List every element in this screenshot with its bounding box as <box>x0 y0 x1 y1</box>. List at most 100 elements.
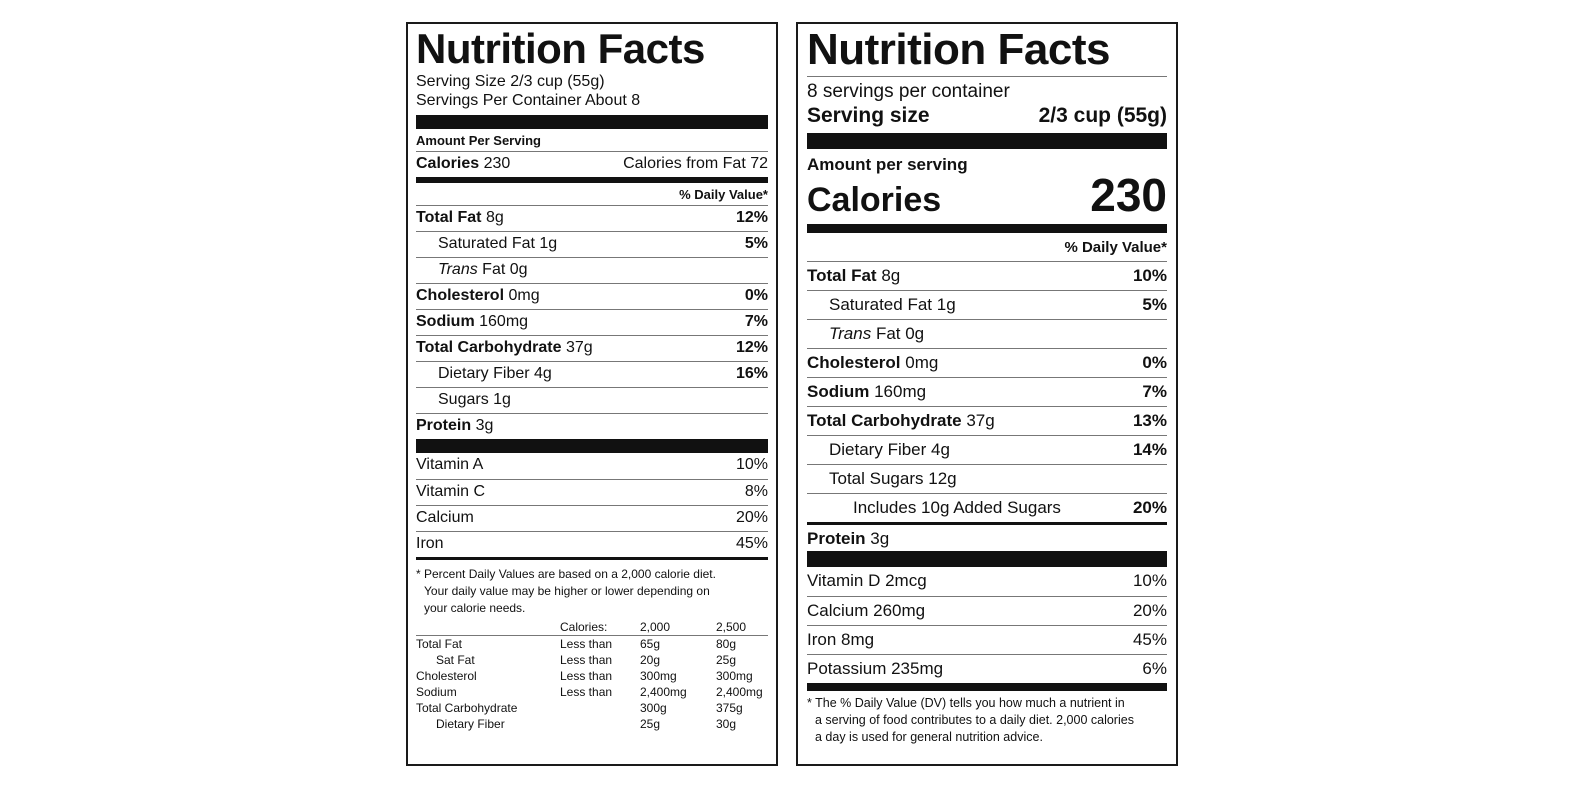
table-row: Sodium Less than 2,400mg 2,400mg <box>416 684 768 700</box>
new-nutrition-label: Nutrition Facts 8 servings per container… <box>796 22 1178 766</box>
vitamin-dv: 45% <box>735 535 768 552</box>
footnote: * The % Daily Value (DV) tells you how m… <box>807 695 1167 746</box>
thin-divider <box>807 76 1167 77</box>
nutrient-dv: 12% <box>735 209 768 226</box>
calories-label: Calories <box>807 181 942 219</box>
nutrient-amount: 0mg <box>905 353 939 372</box>
table-cell <box>416 619 560 636</box>
footnote-line: * Percent Daily Values are based on a 2,… <box>416 567 716 581</box>
vitamin-dv: 6% <box>1142 659 1167 678</box>
nutrient-dv: 0% <box>744 287 768 304</box>
nutrient-name: Saturated Fat <box>829 295 933 314</box>
table-row: Cholesterol Less than 300mg 300mg <box>416 668 768 684</box>
nutrient-name: Protein <box>416 417 472 434</box>
nutrient-amount: 3g <box>870 529 890 548</box>
thick-divider <box>807 551 1167 567</box>
nutrient-amount: 4g <box>534 365 552 382</box>
serving-size: Serving Size 2/3 cup (55g) <box>416 73 605 90</box>
label-title: Nutrition Facts <box>807 25 1110 74</box>
nutrient-name: Includes 10g Added Sugars <box>853 498 1061 517</box>
footnote-line: * The % Daily Value (DV) tells you how m… <box>807 696 1125 710</box>
nutrient-row: Includes 10g Added Sugars 20% <box>807 493 1167 522</box>
nutrient-row: Cholesterol 0mg 0% <box>807 348 1167 377</box>
thick-divider <box>807 133 1167 149</box>
label-title: Nutrition Facts <box>416 25 705 72</box>
nutrient-name: Sodium <box>807 382 870 401</box>
thick-divider <box>416 439 768 453</box>
calories-value: 230 <box>1090 169 1167 221</box>
nutrient-row: Total Carbohydrate 37g 12% <box>416 335 768 361</box>
table-row: Total Carbohydrate 300g 375g <box>416 700 768 716</box>
nutrient-dv: 0% <box>1142 353 1167 372</box>
nutrient-dv: 14% <box>1132 440 1167 459</box>
table-cell: Less than <box>560 685 613 699</box>
nutrient-row: Sodium 160mg 7% <box>807 377 1167 406</box>
nutrient-name: Dietary Fiber <box>829 440 927 459</box>
nutrient-amount: 160mg <box>479 313 529 330</box>
table-cell: Total Carbohydrate <box>416 701 518 715</box>
vitamin-row: Iron 8mg 45% <box>807 625 1167 654</box>
vitamin-dv: 20% <box>735 509 768 526</box>
table-cell: 375g <box>716 701 743 715</box>
vitamin-row: Vitamin A 10% <box>416 453 768 479</box>
medium-divider <box>807 224 1167 233</box>
old-nutrition-label: Nutrition Facts Serving Size 2/3 cup (55… <box>406 22 778 766</box>
nutrient-row: Cholesterol 0mg 0% <box>416 283 768 309</box>
nutrient-dv: 12% <box>735 339 768 356</box>
nutrient-row: Dietary Fiber 4g 14% <box>807 435 1167 464</box>
nutrient-dv: 7% <box>744 313 768 330</box>
table-cell <box>560 716 640 732</box>
nutrient-name: Protein <box>807 529 866 548</box>
nutrient-amount: 1g <box>936 295 956 314</box>
amount-per-serving: Amount Per Serving <box>416 133 541 148</box>
calories-row: Calories 230 <box>807 169 1167 221</box>
nutrient-amount: 8g <box>485 209 504 226</box>
table-cell: Cholesterol <box>416 669 477 683</box>
nutrient-name: Sodium <box>416 313 475 330</box>
footnote-line: a day is used for general nutrition advi… <box>815 730 1043 744</box>
thick-divider <box>416 115 768 129</box>
nutrient-row: Protein 3g <box>416 413 768 439</box>
table-cell: Total Fat <box>416 637 463 651</box>
nutrient-row: Trans Fat 0g <box>807 319 1167 348</box>
vitamin-row: Iron 45% <box>416 531 768 557</box>
nutrient-amount: 1g <box>493 391 511 408</box>
serving-size-row: Serving size 2/3 cup (55g) <box>807 103 1167 129</box>
nutrient-name: Sugars <box>438 391 489 408</box>
table-cell: 300mg <box>716 669 753 683</box>
table-cell: Calories: <box>560 619 640 636</box>
table-cell: 2,500 <box>716 619 768 636</box>
medium-divider <box>807 683 1167 691</box>
nutrient-dv: 10% <box>1132 266 1167 285</box>
nutrient-name: Dietary Fiber <box>438 365 530 382</box>
nutrient-row: Total Fat 8g 12% <box>416 205 768 231</box>
table-cell: 300mg <box>640 669 677 683</box>
nutrient-amount: Fat 0g <box>875 324 925 343</box>
vitamin-name: Calcium 260mg <box>807 601 926 620</box>
vitamin-name: Calcium <box>416 509 474 526</box>
nutrient-dv: 13% <box>1132 411 1167 430</box>
footnote: * Percent Daily Values are based on a 2,… <box>416 566 768 617</box>
vitamin-name: Potassium 235mg <box>807 659 944 678</box>
nutrient-name: Total Fat <box>807 266 877 285</box>
vitamin-row: Potassium 235mg 6% <box>807 654 1167 683</box>
table-cell <box>560 700 640 716</box>
nutrient-name: Trans <box>438 261 478 278</box>
nutrient-amount: 160mg <box>874 382 927 401</box>
nutrient-name: Saturated Fat <box>438 235 535 252</box>
nutrient-dv: 7% <box>1142 382 1167 401</box>
table-cell: 65g <box>640 637 661 651</box>
nutrient-row: Trans Fat 0g <box>416 257 768 283</box>
daily-value-header: % Daily Value* <box>1064 239 1167 256</box>
nutrient-row: Total Sugars 12g <box>807 464 1167 493</box>
table-cell: Sodium <box>416 685 457 699</box>
vitamin-dv: 10% <box>735 456 768 473</box>
serving-size-value: 2/3 cup (55g) <box>1038 104 1167 127</box>
serving-size-label: Serving size <box>807 104 930 127</box>
nutrient-name: Total Carbohydrate <box>807 411 962 430</box>
table-row: Total Fat Less than 65g 80g <box>416 636 768 653</box>
table-cell: Less than <box>560 653 613 667</box>
vitamin-row: Vitamin D 2mcg 10% <box>807 567 1167 596</box>
footnote-line: a serving of food contributes to a daily… <box>815 713 1134 727</box>
nutrient-dv: 16% <box>735 365 768 382</box>
